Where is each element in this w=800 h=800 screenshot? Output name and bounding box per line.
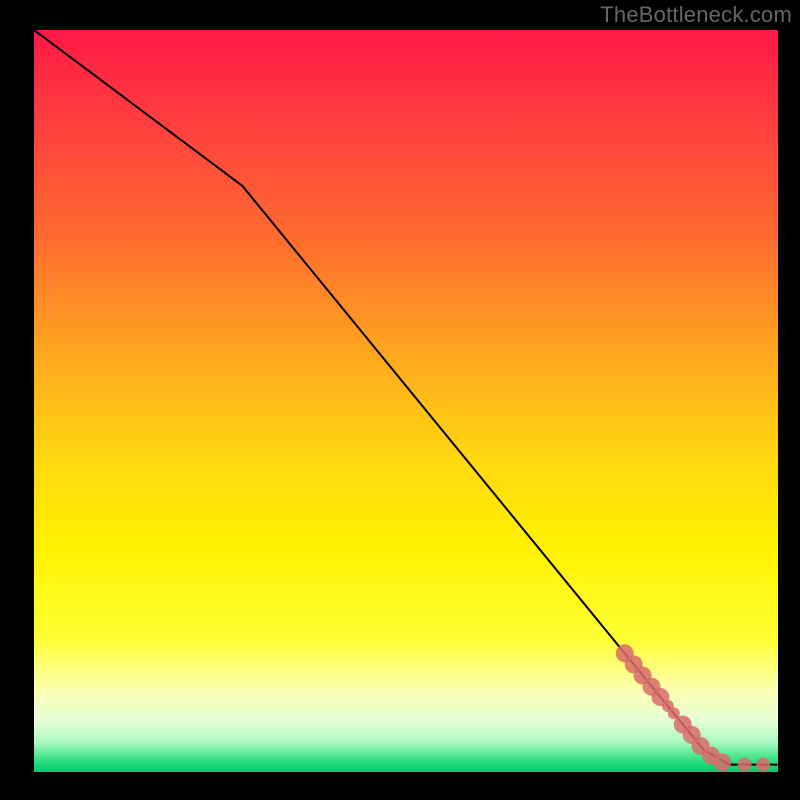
chart-container: TheBottleneck.com bbox=[0, 0, 800, 800]
plot-area bbox=[34, 30, 778, 772]
data-marker bbox=[756, 758, 770, 772]
data-marker bbox=[713, 753, 731, 771]
watermark-text: TheBottleneck.com bbox=[600, 2, 792, 28]
gradient-background bbox=[34, 30, 778, 772]
data-marker bbox=[738, 758, 752, 772]
plot-svg bbox=[34, 30, 778, 772]
